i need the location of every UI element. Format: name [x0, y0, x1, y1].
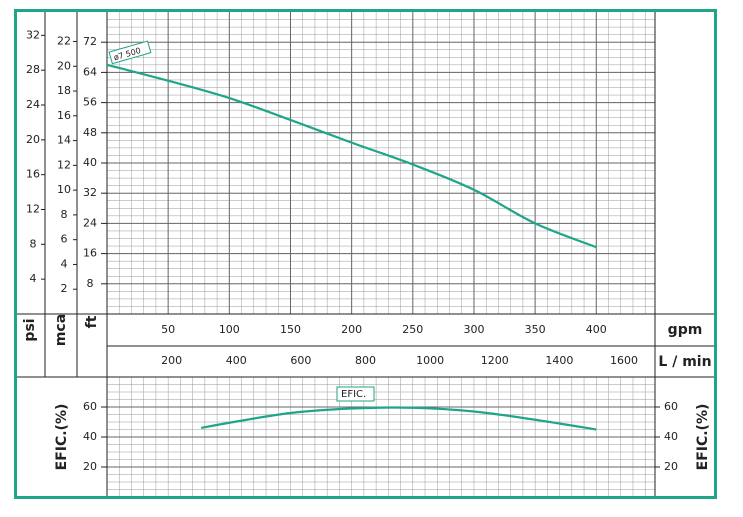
lmin-label: L / min	[658, 354, 711, 370]
psi-tick-label: 16	[26, 168, 40, 181]
efficiency-label-right: EFIC.(%)	[695, 404, 711, 471]
eff-tick-label-left: 40	[83, 430, 97, 443]
psi-tick-label: 8	[30, 237, 37, 250]
mca-tick-label: 20	[57, 59, 71, 72]
ft-tick-label: 8	[87, 277, 94, 290]
gpm-tick-label: 50	[161, 323, 175, 336]
mca-tick-label: 16	[57, 109, 71, 122]
psi-tick-label: 28	[26, 63, 40, 76]
ft-tick-label: 32	[83, 186, 97, 199]
mca-tick-label: 22	[57, 34, 71, 47]
curve	[200, 406, 597, 431]
frame-lines	[15, 10, 716, 497]
efficiency-label-left: EFIC.(%)	[54, 404, 70, 471]
mca-tick-label: 18	[57, 84, 71, 97]
psi-tick-label: 4	[30, 272, 37, 285]
gpm-tick-label: 300	[463, 323, 484, 336]
gpm-label: gpm	[668, 322, 703, 338]
gpm-tick-label: 400	[586, 323, 607, 336]
gpm-tick-label: 150	[280, 323, 301, 336]
mca-tick-label: 10	[57, 183, 71, 196]
mca-tick-label: 2	[61, 282, 68, 295]
psi-tick-label: 24	[26, 98, 40, 111]
gpm-tick-label: 350	[525, 323, 546, 336]
ft-tick-label: 24	[83, 216, 97, 229]
outer-border	[14, 9, 717, 499]
eff-tick-label-right: 20	[664, 460, 678, 473]
ft-tick-label: 72	[83, 35, 97, 48]
psi-tick-label: 32	[26, 28, 40, 41]
mca-tick-label: 8	[61, 208, 68, 221]
lmin-tick-label: 400	[226, 354, 247, 367]
mca-label: mca	[53, 314, 69, 346]
lmin-tick-label: 1600	[610, 354, 638, 367]
mca-tick-label: 12	[57, 158, 71, 171]
ft-tick-label: 16	[83, 247, 97, 260]
psi-tick-label: 12	[26, 203, 40, 216]
eff-tick-label-left: 20	[83, 460, 97, 473]
lmin-tick-label: 1400	[545, 354, 573, 367]
mca-tick-label: 4	[61, 257, 68, 270]
mca-tick-label: 6	[61, 233, 68, 246]
ft-tick-label: 48	[83, 126, 97, 139]
curve-tag: ø7 500	[108, 40, 152, 65]
gpm-tick-label: 200	[341, 323, 362, 336]
curve	[106, 63, 597, 249]
lmin-tick-label: 800	[355, 354, 376, 367]
tag-box	[336, 386, 375, 402]
eff-tick-label-left: 60	[83, 400, 97, 413]
gpm-tick-label: 100	[219, 323, 240, 336]
mca-tick-label: 14	[57, 134, 71, 147]
gpm-tick-label: 250	[402, 323, 423, 336]
ft-tick-label: 56	[83, 96, 97, 109]
psi-tick-label: 20	[26, 133, 40, 146]
ft-tick-label: 40	[83, 156, 97, 169]
lmin-tick-label: 600	[290, 354, 311, 367]
ft-tick-label: 64	[83, 65, 97, 78]
lmin-tick-label: 1200	[481, 354, 509, 367]
ft-label: ft	[84, 315, 100, 328]
tag-box	[108, 40, 152, 65]
lmin-tick-label: 200	[161, 354, 182, 367]
lmin-tick-label: 1000	[416, 354, 444, 367]
eff-tick-label-right: 60	[664, 400, 678, 413]
eff-tick-label-right: 40	[664, 430, 678, 443]
curve-name: EFIC.	[341, 389, 366, 400]
psi-label: psi	[22, 318, 38, 341]
